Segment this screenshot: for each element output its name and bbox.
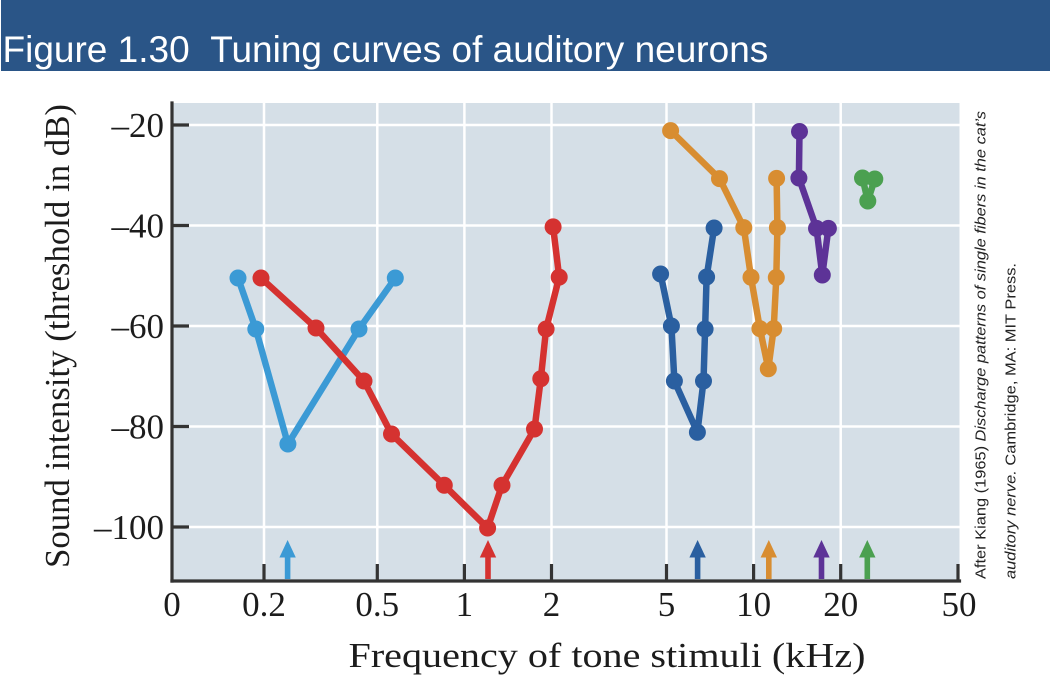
svg-text:0.2: 0.2: [242, 585, 286, 624]
svg-text:After Kiang (1965) Discharge p: After Kiang (1965) Discharge patterns of…: [973, 110, 990, 579]
svg-text:Frequency of tone stimuli (kHz: Frequency of tone stimuli (kHz): [349, 636, 866, 675]
svg-text:–100: –100: [93, 508, 164, 547]
svg-text:2: 2: [543, 585, 561, 624]
svg-text:–20: –20: [111, 106, 165, 145]
svg-text:–60: –60: [111, 307, 165, 346]
svg-text:auditory nerve. Cambridge, MA:: auditory nerve. Cambridge, MA: MIT Press…: [1003, 263, 1020, 579]
svg-text:50: 50: [942, 585, 977, 624]
svg-text:–40: –40: [111, 207, 165, 246]
svg-text:Figure 1.30 Tuning curves of: Figure 1.30 Tuning curves of auditory ne…: [3, 29, 769, 70]
svg-text:5: 5: [658, 585, 676, 624]
svg-text:1: 1: [456, 585, 474, 624]
svg-text:20: 20: [823, 585, 858, 624]
svg-text:–80: –80: [111, 408, 165, 447]
svg-text:0: 0: [163, 585, 181, 624]
svg-text:10: 10: [736, 585, 771, 624]
svg-text:Sound intensity (threshold in: Sound intensity (threshold in dB): [38, 104, 77, 568]
svg-text:0.5: 0.5: [355, 585, 399, 624]
